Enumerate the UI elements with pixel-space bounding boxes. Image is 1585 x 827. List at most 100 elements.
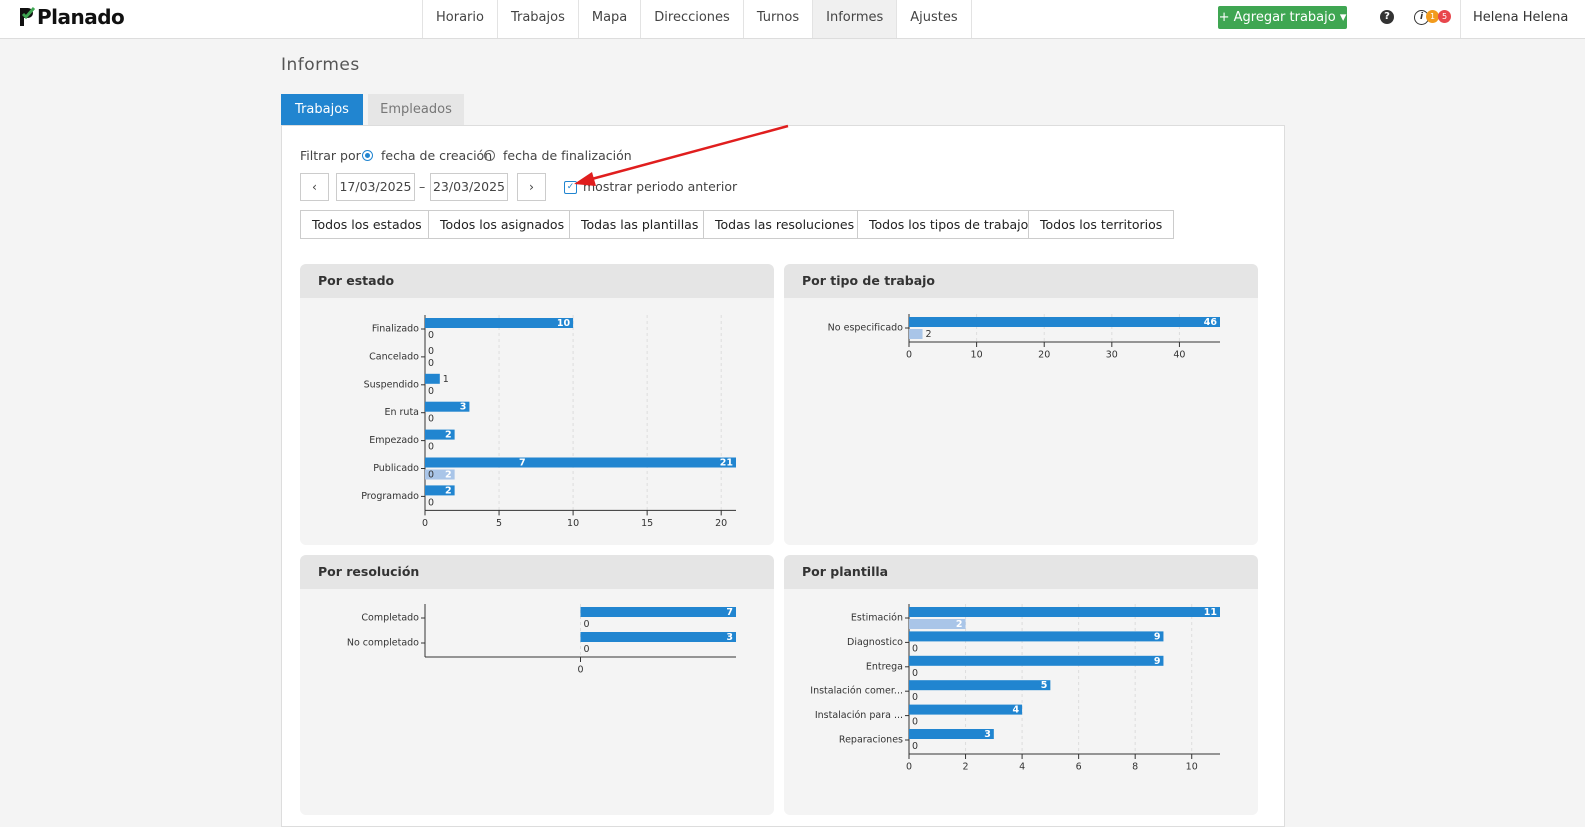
radio[interactable] (484, 150, 495, 161)
data-label: 0 (428, 414, 434, 425)
data-label: 0 (584, 644, 590, 655)
data-label: 21 (720, 458, 733, 469)
bar (425, 429, 455, 440)
data-label: 0 (912, 741, 918, 752)
y-tick-label: Reparaciones (839, 735, 903, 746)
x-tick-label: 5 (496, 518, 502, 529)
y-tick-label: No completado (347, 638, 419, 649)
data-label: 9 (1154, 656, 1161, 667)
data-label: 10 (557, 318, 571, 329)
nav-item[interactable]: Informes (813, 0, 898, 38)
chart-panel: Por estado 0 5 10 15 20 Finalizado 10 0 Cancelado… (300, 264, 774, 545)
data-label: 7 (726, 607, 733, 618)
data-label: 0 (912, 717, 918, 728)
chart-panel: Por plantilla 0 2 4 6 8 10 Estimación 11 2 Diagnos… (784, 555, 1258, 815)
data-label: 0 (428, 358, 434, 369)
add-job-button[interactable]: + Agregar trabajo ▾ (1218, 6, 1347, 29)
date-to[interactable]: 23/03/2025 (430, 173, 508, 201)
y-tick-label: Empezado (369, 435, 419, 446)
data-label: 5 (1041, 680, 1048, 691)
data-label: 0 (584, 619, 590, 630)
y-tick-label: Instalación para ... (815, 710, 903, 721)
data-label: 2 (445, 485, 452, 496)
data-label: 9 (1154, 631, 1161, 642)
y-tick-label: Instalación comer... (810, 686, 903, 697)
x-tick-label: 0 (577, 665, 583, 676)
data-label: 1 (443, 374, 449, 385)
logo[interactable]: Planado (17, 5, 125, 29)
filter-button[interactable]: Todos los estados (300, 210, 434, 239)
bar (425, 373, 440, 384)
user-name[interactable]: Helena Helena (1473, 10, 1569, 25)
filter-button[interactable]: Todas las plantillas (569, 210, 711, 239)
x-tick-label: 20 (1038, 350, 1050, 361)
nav-item[interactable]: Ajustes (897, 0, 972, 38)
bar (909, 317, 1220, 327)
nav-item[interactable]: Mapa (579, 0, 642, 38)
bar (580, 632, 736, 642)
radio-label[interactable]: fecha de finalización (503, 148, 632, 163)
filter-label: Filtrar por (300, 148, 361, 163)
nav-item[interactable]: Direcciones (641, 0, 744, 38)
data-label: 46 (1204, 317, 1218, 328)
data-label: 0 (428, 442, 434, 453)
bar (909, 704, 1023, 715)
x-tick-label: 4 (1019, 762, 1025, 773)
prev-button[interactable]: ‹ (300, 173, 329, 201)
tab[interactable]: Empleados (368, 94, 464, 125)
y-tick-label: Entrega (866, 661, 903, 672)
bar (425, 318, 574, 328)
x-tick-label: 0 (906, 350, 912, 361)
data-label: 3 (984, 729, 991, 740)
checkbox[interactable]: ✓ (564, 181, 577, 194)
y-tick-label: Cancelado (369, 351, 419, 362)
chart: 0 Completado 7 0 No completado 3 0 (347, 604, 736, 676)
data-label: 2 (445, 430, 452, 441)
y-tick-label: Publicado (373, 463, 419, 474)
x-tick-label: 2 (963, 762, 969, 773)
data-label: 11 (1204, 607, 1217, 618)
page-title: Informes (281, 55, 360, 75)
next-button[interactable]: › (517, 173, 546, 201)
x-tick-label: 10 (567, 518, 579, 529)
data-label: 0 (428, 330, 434, 341)
chart: 0 10 20 30 40 No especificado 46 2 (828, 314, 1220, 361)
radio[interactable] (362, 150, 373, 161)
filter-button[interactable]: Todos los asignados (428, 210, 577, 239)
nav-item[interactable]: Turnos (744, 0, 814, 38)
radio-label[interactable]: fecha de creación (381, 148, 493, 163)
help-icon[interactable]: ? (1380, 10, 1394, 24)
x-tick-label: 10 (971, 350, 983, 361)
filter-button[interactable]: Todas las resoluciones (703, 210, 867, 239)
x-tick-label: 15 (641, 518, 653, 529)
bar (909, 619, 966, 629)
y-tick-label: Completado (361, 613, 419, 624)
logo-icon (20, 7, 36, 26)
separator (1460, 0, 1461, 38)
nav-item[interactable]: Horario (423, 0, 498, 38)
checkbox-label[interactable]: mostrar periodo anterior (583, 179, 738, 194)
bar (425, 485, 455, 496)
bar (425, 401, 470, 412)
chart-panel: Por tipo de trabajo 0 10 20 30 40 No especific… (784, 264, 1258, 545)
y-tick-label: Programado (361, 491, 419, 502)
data-label: 0 (428, 386, 434, 397)
nav-item[interactable]: Trabajos (498, 0, 579, 38)
date-from[interactable]: 17/03/2025 (336, 173, 415, 201)
x-tick-label: 30 (1106, 350, 1118, 361)
tab[interactable]: Trabajos (281, 94, 363, 125)
data-label: 0 (428, 346, 434, 357)
badge: 5 (1438, 10, 1451, 23)
chart-title: Por resolución (300, 555, 774, 589)
logo-text: Planado (37, 5, 125, 29)
bar (909, 631, 1164, 642)
data-label: 2 (956, 619, 963, 630)
x-tick-label: 6 (1076, 762, 1082, 773)
bar (909, 655, 1164, 666)
data-label: 2 (445, 470, 452, 481)
chart-title: Por tipo de trabajo (784, 264, 1258, 298)
filter-button[interactable]: Todos los territorios (1028, 210, 1175, 239)
data-label: 3 (460, 402, 467, 413)
filter-button[interactable]: Todos los tipos de trabajo (857, 210, 1041, 239)
